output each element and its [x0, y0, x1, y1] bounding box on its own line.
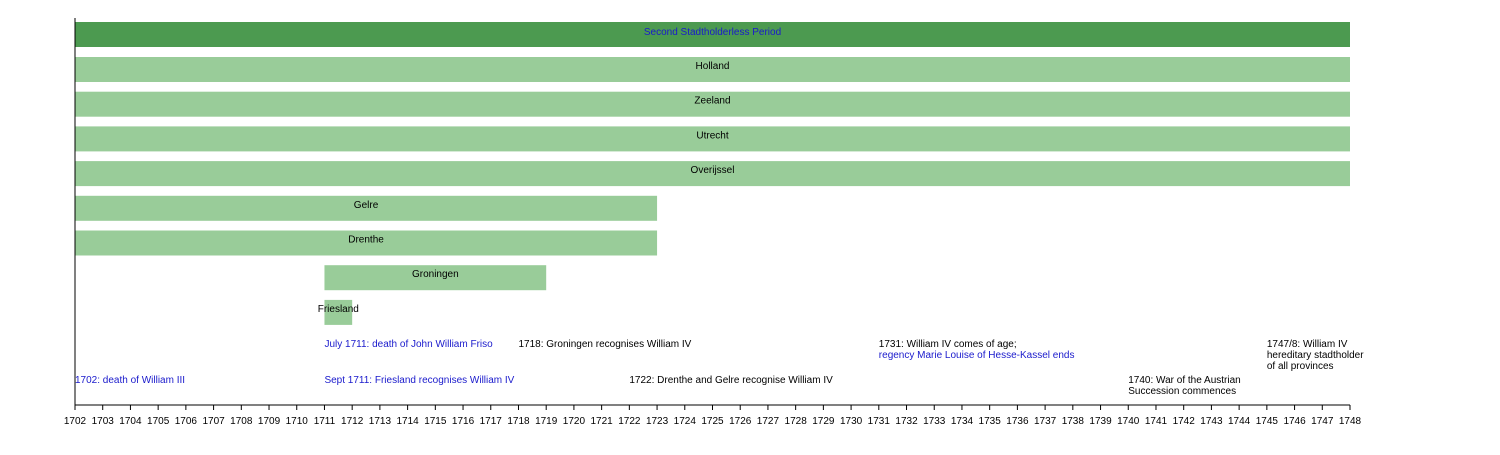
x-tick-label: 1704 — [119, 416, 142, 427]
x-tick-label: 1718 — [507, 416, 530, 427]
x-tick-label: 1744 — [1228, 416, 1251, 427]
bar-label-zeeland: Zeeland — [694, 96, 730, 107]
x-tick-label: 1747 — [1311, 416, 1334, 427]
bar-label-overijssel: Overijssel — [691, 165, 735, 176]
x-tick-label: 1735 — [979, 416, 1002, 427]
x-tick-label: 1709 — [258, 416, 281, 427]
bar-groningen — [324, 265, 547, 291]
annotation-text: of all provinces — [1267, 361, 1334, 372]
bar-friesland — [324, 299, 353, 325]
annotation-text: July 1711: death of John William Friso — [324, 339, 493, 350]
x-tick-label: 1725 — [701, 416, 724, 427]
x-tick-label: 1732 — [895, 416, 918, 427]
x-tick-label: 1715 — [424, 416, 447, 427]
x-tick-label: 1745 — [1256, 416, 1279, 427]
x-tick-label: 1717 — [480, 416, 503, 427]
x-tick-label: 1716 — [452, 416, 475, 427]
x-tick-label: 1748 — [1339, 416, 1362, 427]
x-tick-label: 1721 — [591, 416, 614, 427]
x-tick-label: 1739 — [1089, 416, 1112, 427]
x-tick-label: 1703 — [92, 416, 115, 427]
x-tick-label: 1731 — [868, 416, 891, 427]
x-tick-label: 1738 — [1062, 416, 1085, 427]
x-tick-label: 1720 — [563, 416, 586, 427]
x-tick-label: 1706 — [175, 416, 198, 427]
x-tick-label: 1743 — [1200, 416, 1223, 427]
x-tick-label: 1722 — [618, 416, 641, 427]
x-tick-label: 1724 — [674, 416, 697, 427]
x-tick-label: 1746 — [1283, 416, 1306, 427]
annotation-text: hereditary stadtholder — [1267, 350, 1364, 361]
bar-label-gelre: Gelre — [354, 200, 379, 211]
bar-label-groningen: Groningen — [412, 269, 459, 280]
x-tick-label: 1723 — [646, 416, 669, 427]
x-tick-label: 1705 — [147, 416, 170, 427]
x-tick-label: 1708 — [230, 416, 253, 427]
x-tick-label: 1741 — [1145, 416, 1168, 427]
bar-gelre — [75, 195, 658, 221]
annotation-text: 1731: William IV comes of age; — [879, 339, 1017, 350]
annotation-text: regency Marie Louise of Hesse-Kassel end… — [879, 350, 1075, 361]
bar-overijssel — [75, 161, 1350, 187]
x-tick-label: 1702 — [64, 416, 87, 427]
x-tick-label: 1742 — [1173, 416, 1196, 427]
x-tick-label: 1740 — [1117, 416, 1140, 427]
x-tick-label: 1728 — [785, 416, 808, 427]
annotation-text: 1740: War of the Austrian — [1128, 375, 1240, 386]
period-bar — [75, 22, 1350, 47]
x-tick-label: 1711 — [314, 416, 336, 427]
x-tick-label: 1712 — [341, 416, 364, 427]
annotation-text: 1718: Groningen recognises William IV — [518, 339, 691, 350]
annotation-text: Succession commences — [1128, 386, 1236, 397]
annotation-text: Sept 1711: Friesland recognises William … — [324, 375, 514, 386]
annotation-text: 1747/8: William IV — [1267, 339, 1348, 350]
x-tick-label: 1726 — [729, 416, 752, 427]
bar-label-friesland: Friesland — [318, 304, 359, 315]
bar-utrecht — [75, 126, 1350, 152]
annotation-text: 1702: death of William III — [75, 375, 185, 386]
bar-label-utrecht: Utrecht — [696, 130, 728, 141]
x-tick-label: 1737 — [1034, 416, 1057, 427]
bar-label-holland: Holland — [696, 61, 730, 72]
x-tick-label: 1719 — [535, 416, 558, 427]
period-label: Second Stadtholderless Period — [644, 27, 781, 38]
x-tick-label: 1713 — [369, 416, 392, 427]
bar-holland — [75, 57, 1350, 82]
annotation-text: 1722: Drenthe and Gelre recognise Willia… — [629, 375, 833, 386]
x-tick-label: 1729 — [812, 416, 835, 427]
x-tick-label: 1733 — [923, 416, 946, 427]
bar-zeeland — [75, 91, 1350, 117]
bar-drenthe — [75, 230, 658, 256]
x-tick-label: 1730 — [840, 416, 863, 427]
x-tick-label: 1707 — [202, 416, 225, 427]
x-tick-label: 1727 — [757, 416, 780, 427]
x-tick-label: 1714 — [396, 416, 419, 427]
x-tick-label: 1710 — [286, 416, 309, 427]
bar-label-drenthe: Drenthe — [348, 235, 384, 246]
x-tick-label: 1734 — [951, 416, 974, 427]
x-tick-label: 1736 — [1006, 416, 1029, 427]
